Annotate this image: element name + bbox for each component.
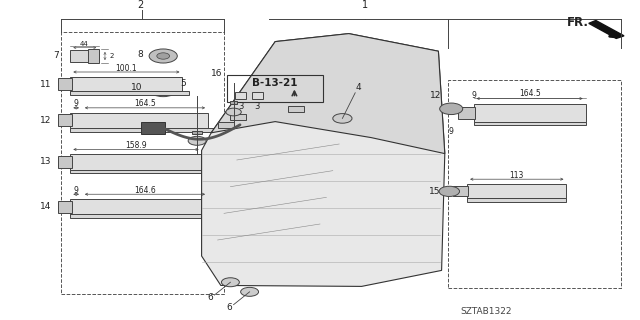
Text: 9: 9 [471, 91, 476, 100]
Text: 164.6: 164.6 [134, 186, 156, 195]
Bar [70, 77, 182, 91]
Bar [61, 32, 224, 294]
Circle shape [241, 287, 259, 296]
Bar [467, 198, 566, 202]
Text: 10: 10 [131, 84, 143, 92]
Text: 2: 2 [138, 0, 144, 10]
Circle shape [333, 114, 352, 123]
Text: 8: 8 [137, 50, 143, 59]
Circle shape [188, 136, 206, 145]
Bar [70, 199, 208, 214]
Text: 1: 1 [362, 0, 368, 10]
Text: 16: 16 [211, 69, 222, 78]
Text: 100.1: 100.1 [116, 64, 137, 73]
Text: 9: 9 [449, 127, 454, 136]
Polygon shape [589, 20, 624, 38]
Bar [88, 49, 99, 63]
Bar [448, 80, 621, 288]
Text: 6: 6 [207, 293, 212, 302]
Circle shape [439, 186, 460, 196]
Circle shape [226, 108, 241, 116]
Bar [230, 114, 246, 120]
Bar [70, 113, 208, 128]
Text: 6: 6 [227, 303, 232, 312]
Text: 44: 44 [80, 42, 89, 47]
Text: 13: 13 [40, 157, 51, 166]
Bar [58, 201, 72, 213]
Bar [70, 214, 214, 218]
Circle shape [221, 278, 239, 287]
Bar [70, 50, 90, 62]
Polygon shape [211, 34, 445, 154]
Text: 4: 4 [356, 84, 361, 92]
Bar [288, 106, 304, 112]
Text: 7: 7 [53, 52, 59, 60]
Circle shape [157, 86, 170, 93]
Bar [458, 107, 475, 119]
Bar [218, 122, 234, 128]
Text: 15: 15 [429, 187, 440, 196]
Circle shape [157, 53, 170, 59]
Text: 5: 5 [180, 79, 186, 88]
Bar [453, 186, 468, 196]
Text: FR.: FR. [566, 16, 588, 29]
Bar [252, 92, 263, 99]
Text: 12: 12 [40, 116, 51, 125]
Bar [58, 78, 72, 90]
Bar [70, 170, 208, 173]
Text: B-13-21: B-13-21 [252, 78, 298, 88]
Text: 3: 3 [238, 102, 243, 111]
Text: 14: 14 [40, 202, 51, 211]
Bar [467, 184, 566, 198]
Polygon shape [202, 34, 445, 286]
Circle shape [149, 49, 177, 63]
Bar [227, 75, 323, 102]
Bar [58, 156, 72, 168]
Circle shape [149, 83, 177, 97]
Text: 158.9: 158.9 [125, 141, 147, 150]
Bar [474, 104, 586, 122]
Circle shape [440, 103, 463, 115]
Text: 2: 2 [110, 53, 114, 59]
Text: 164.5: 164.5 [134, 100, 156, 108]
Bar [141, 122, 165, 134]
Text: 9: 9 [74, 100, 79, 108]
Text: 11: 11 [40, 79, 51, 89]
Bar [192, 131, 202, 134]
Text: 164.5: 164.5 [519, 89, 540, 98]
Bar [474, 122, 586, 125]
Bar [235, 92, 246, 99]
Bar [70, 154, 202, 170]
Text: 9: 9 [74, 186, 79, 195]
Bar [70, 128, 214, 132]
Text: SZTAB1322: SZTAB1322 [461, 308, 512, 316]
Bar [230, 101, 237, 104]
Text: 12: 12 [430, 91, 442, 100]
Bar [70, 91, 189, 95]
Text: 3: 3 [255, 102, 260, 111]
Text: 113: 113 [509, 171, 524, 180]
Bar [58, 114, 72, 126]
